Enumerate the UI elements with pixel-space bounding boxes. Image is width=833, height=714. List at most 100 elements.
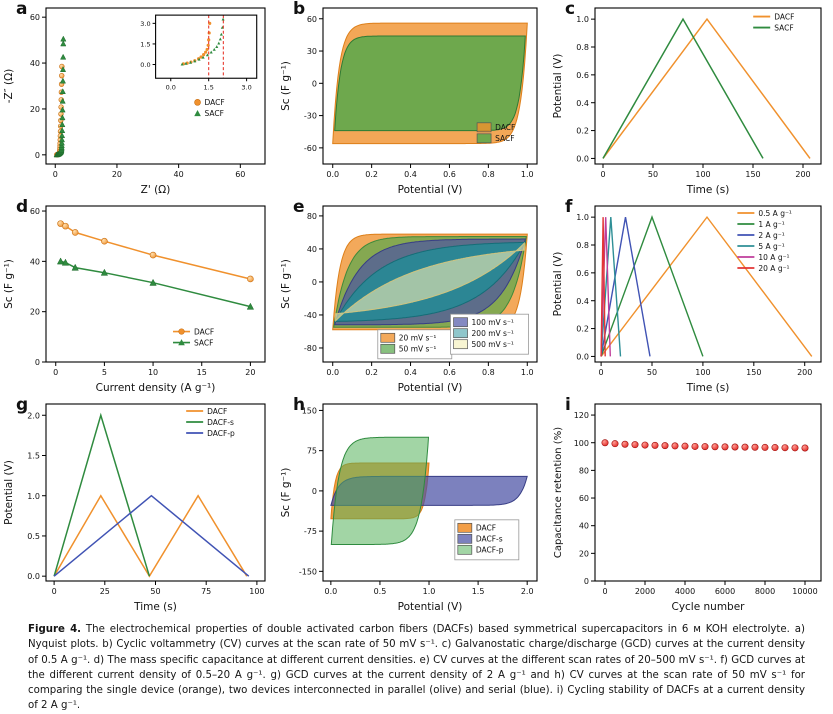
svg-text:1.0: 1.0 [521, 170, 534, 179]
svg-text:Sc (F g⁻¹): Sc (F g⁻¹) [280, 468, 292, 518]
svg-text:40: 40 [30, 59, 40, 68]
svg-text:10: 10 [148, 368, 158, 377]
svg-text:0.4: 0.4 [576, 99, 589, 108]
svg-text:0.0: 0.0 [140, 61, 150, 69]
svg-text:Time (s): Time (s) [686, 184, 730, 196]
svg-text:0.8: 0.8 [482, 170, 495, 179]
svg-text:DACF: DACF [207, 407, 227, 416]
svg-text:-30: -30 [304, 112, 317, 121]
panel-letter-f: f [565, 197, 573, 217]
svg-text:0: 0 [53, 368, 58, 377]
svg-text:50: 50 [647, 368, 657, 377]
svg-text:50: 50 [648, 170, 658, 179]
g-legend-0: DACF DACF-s DACF-p [186, 407, 235, 438]
svg-text:1.5: 1.5 [140, 40, 150, 48]
svg-text:2.0: 2.0 [521, 587, 534, 596]
svg-text:200: 200 [797, 368, 812, 377]
svg-text:DACF-s: DACF-s [207, 418, 234, 427]
f-series-group [600, 215, 813, 357]
figure-caption-text: The electrochemical properties of double… [28, 624, 805, 712]
chart-i: 0 2000 4000 6000 8000 10000 0 20 40 60 80 100 120 Cyc… [553, 403, 822, 613]
svg-text:DACF-p: DACF-p [476, 546, 504, 555]
svg-text:0.0: 0.0 [326, 368, 339, 377]
svg-text:30: 30 [307, 47, 317, 56]
f-line-0.5 A g⁻¹ [600, 215, 813, 357]
panel-e: e 0.0 0.2 0.4 0.6 0.8 1.0 -80 -40 0 40 80 Potential … [277, 197, 549, 396]
svg-text:SACF: SACF [205, 109, 224, 118]
svg-text:0.6: 0.6 [576, 71, 589, 80]
svg-text:-150: -150 [299, 567, 317, 576]
svg-text:Sc (F g⁻¹): Sc (F g⁻¹) [280, 61, 292, 111]
f-legend-0: 0.5 A g⁻¹ 1 A g⁻¹ 2 A g⁻¹ 5 A g⁻¹ 10 A g⁻¹ 20… [737, 209, 792, 273]
svg-text:-80: -80 [304, 344, 317, 353]
panel-c: c 0 50 100 150 200 0.0 0.2 0.4 0.6 0.8 1.0 Time (s) P… [549, 0, 833, 198]
svg-text:1 A g⁻¹: 1 A g⁻¹ [758, 220, 784, 229]
chart-h: 0.0 0.5 1.0 1.5 2.0 -150 -75 0 75 150 Potential (V… [280, 403, 538, 613]
svg-text:500 mV s⁻¹: 500 mV s⁻¹ [472, 340, 514, 349]
svg-text:0.5 A g⁻¹: 0.5 A g⁻¹ [758, 209, 792, 218]
svg-text:60: 60 [579, 494, 589, 503]
svg-text:50 mV s⁻¹: 50 mV s⁻¹ [399, 345, 437, 354]
svg-text:20: 20 [30, 105, 40, 114]
svg-text:60: 60 [30, 13, 40, 22]
svg-text:2 A g⁻¹: 2 A g⁻¹ [758, 231, 784, 240]
h-legend-0: DACF DACF-s DACF-p [454, 519, 520, 561]
svg-text:-75: -75 [304, 527, 317, 536]
svg-text:8000: 8000 [755, 587, 775, 596]
svg-text:0: 0 [584, 577, 589, 586]
svg-text:1.0: 1.0 [576, 15, 589, 24]
figure-caption-label: Figure 4. [28, 624, 82, 635]
i-series-group [601, 439, 809, 452]
svg-text:20 mV s⁻¹: 20 mV s⁻¹ [399, 334, 437, 343]
h-series-group [330, 436, 528, 545]
svg-text:60: 60 [235, 170, 245, 179]
svg-text:0.0: 0.0 [166, 84, 176, 92]
svg-text:120: 120 [574, 411, 589, 420]
svg-text:0: 0 [599, 368, 604, 377]
svg-text:10000: 10000 [792, 587, 817, 596]
f-line-20 A g⁻¹ [600, 217, 606, 357]
svg-text:DACF-s: DACF-s [476, 535, 503, 544]
a-series-group [53, 35, 67, 158]
svg-text:150: 150 [745, 170, 760, 179]
svg-text:3.0: 3.0 [241, 84, 251, 92]
svg-text:Potential (V): Potential (V) [552, 54, 564, 119]
g-line-DACF-s [53, 412, 151, 577]
panel-g: g 0 25 50 75 100 0.0 0.5 1.0 1.5 2.0 Time (s) Potent… [0, 395, 277, 615]
svg-text:50: 50 [150, 587, 160, 596]
svg-text:20: 20 [245, 368, 255, 377]
svg-text:Potential (V): Potential (V) [552, 252, 564, 317]
svg-text:Current density (A g⁻¹): Current density (A g⁻¹) [96, 382, 216, 394]
svg-text:1.5: 1.5 [204, 84, 214, 92]
svg-text:DACF: DACF [774, 12, 794, 21]
svg-text:Potential (V): Potential (V) [3, 460, 15, 525]
svg-text:0.0: 0.0 [326, 170, 339, 179]
svg-text:1.0: 1.0 [423, 587, 436, 596]
svg-text:0.8: 0.8 [576, 43, 589, 52]
svg-text:SACF: SACF [194, 338, 213, 347]
b-legend-0: DACF SACF [476, 122, 515, 144]
svg-text:SACF: SACF [774, 23, 793, 32]
chart-g: 0 25 50 75 100 0.0 0.5 1.0 1.5 2.0 Time (s) Potenti… [3, 403, 266, 613]
svg-text:40: 40 [174, 170, 184, 179]
svg-text:Potential (V): Potential (V) [398, 382, 463, 394]
svg-text:0.0: 0.0 [324, 587, 337, 596]
chart-d: 0 5 10 15 20 0 20 40 60 Current density (A g⁻¹) Sc… [3, 205, 266, 394]
f-line-1 A g⁻¹ [600, 215, 704, 357]
e-loop-500 mV s⁻¹ [335, 241, 525, 322]
c-line-SACF [602, 17, 764, 159]
svg-text:0: 0 [53, 170, 58, 179]
svg-text:0: 0 [312, 278, 317, 287]
svg-text:Cycle number: Cycle number [671, 601, 745, 613]
svg-text:0.2: 0.2 [576, 325, 589, 334]
svg-text:Potential (V): Potential (V) [398, 601, 463, 613]
c-line-DACF [602, 17, 811, 159]
chart-a: 0 20 40 60 0 20 40 60 Z' (Ω) -Z″ (Ω) DACF SACF 0.0 1.… [3, 7, 266, 196]
svg-text:Capacitance retention (%): Capacitance retention (%) [553, 427, 564, 558]
svg-text:2.0: 2.0 [27, 411, 40, 420]
g-line-DACF [53, 494, 248, 578]
svg-text:0.5: 0.5 [374, 587, 387, 596]
svg-text:40: 40 [307, 245, 317, 254]
svg-text:DACF-p: DACF-p [207, 429, 235, 438]
chart-c: 0 50 100 150 200 0.0 0.2 0.4 0.6 0.8 1.0 Time (s) Po… [552, 7, 822, 196]
